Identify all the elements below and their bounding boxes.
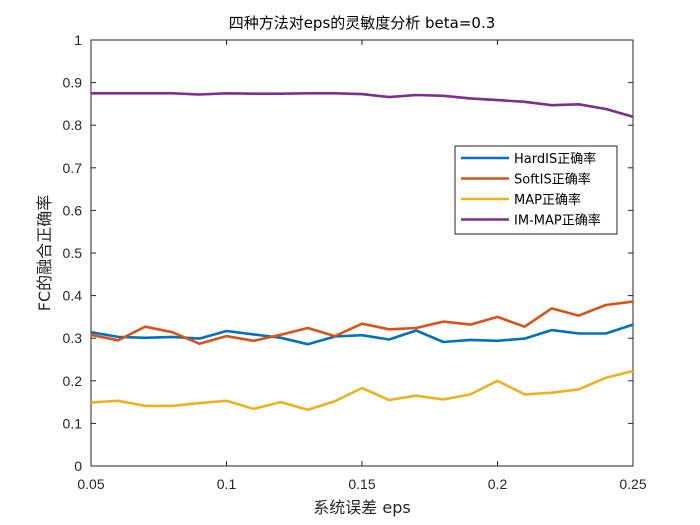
x-tick-label: 0.1 xyxy=(217,476,237,492)
x-tick-label: 0.2 xyxy=(488,476,508,492)
y-tick-label: 0.9 xyxy=(63,75,83,91)
series-line-1 xyxy=(90,323,634,346)
x-axis-ticks: 0.05 0.1 0.15 0.2 0.25 xyxy=(77,40,647,492)
legend-label: SoftIS正确率 xyxy=(514,172,591,188)
legend-label: IM-MAP正确率 xyxy=(514,213,601,229)
y-tick-label: 0.4 xyxy=(63,288,83,304)
series-line-3 xyxy=(90,369,634,412)
y-tick-label: 0.2 xyxy=(63,373,83,389)
x-tick-label: 0.05 xyxy=(77,476,104,492)
y-tick-label: 1 xyxy=(74,32,82,48)
x-axis-title: 系统误差 eps xyxy=(313,498,410,517)
y-tick-label: 0.1 xyxy=(63,415,83,431)
legend-label: HardIS正确率 xyxy=(514,151,596,167)
series-line-4 xyxy=(91,92,634,118)
legend-label: MAP正确率 xyxy=(514,192,581,208)
legend: HardIS正确率 SoftIS正确率 MAP正确率 IM-MAP正确率 xyxy=(454,145,618,235)
y-tick-label: 0 xyxy=(74,458,82,474)
y-tick-label: 0.7 xyxy=(63,160,83,176)
y-tick-label: 0.8 xyxy=(63,117,83,133)
x-tick-label: 0.15 xyxy=(348,476,375,492)
plot-area xyxy=(90,39,634,467)
y-axis-title: FC的融合正确率 xyxy=(35,195,54,311)
axes-box xyxy=(90,39,634,467)
y-tick-label: 0.6 xyxy=(63,202,83,218)
y-tick-label: 0.5 xyxy=(63,245,83,261)
series-layer xyxy=(90,92,634,412)
chart-title: 四种方法对eps的灵敏度分析 beta=0.3 xyxy=(229,14,496,32)
x-tick-label: 0.25 xyxy=(619,476,646,492)
series-line-2 xyxy=(90,300,634,346)
y-axis-ticks: 0 0.1 0.2 0.3 0.4 0.5 0.6 0.7 0.8 0.9 1 xyxy=(63,32,633,474)
y-tick-label: 0.3 xyxy=(63,330,83,346)
